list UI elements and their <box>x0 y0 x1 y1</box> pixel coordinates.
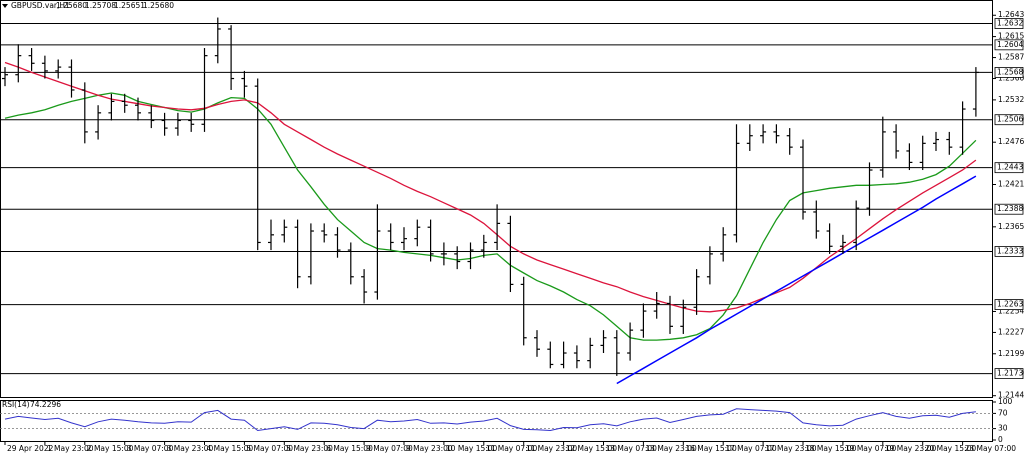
quote-high: 1.25708 <box>85 1 116 10</box>
x-tick-label: 19 May 23:00 <box>885 444 937 453</box>
x-tick-label: 5 May 07:00 <box>246 444 293 453</box>
x-tick-label: 18 May 15:00 <box>805 444 857 453</box>
y-tick-label: 1.25600 <box>998 74 1024 83</box>
level-label-box <box>994 114 1024 126</box>
x-tick-label: 11 May 07:00 <box>486 444 538 453</box>
x-tick-label: 10 May 15:00 <box>446 444 498 453</box>
symbol-title: GBPUSD.var,H1 <box>11 1 70 10</box>
level-label: 1.26042 <box>997 40 1024 49</box>
quote-open: 1.25680 <box>56 1 87 10</box>
x-tick-label: 13 May 07:00 <box>606 444 658 453</box>
y-tick-label: 1.22545 <box>998 306 1024 315</box>
indicator-line <box>4 61 977 313</box>
x-tick-label: 9 May 23:00 <box>406 444 453 453</box>
level-label: 1.21730 <box>997 369 1024 378</box>
y-tick-label: 1.24210 <box>998 180 1024 189</box>
x-tick-label: 11 May 23:00 <box>526 444 578 453</box>
y-tick-label: 1.26430 <box>998 10 1024 19</box>
main-pane-frame <box>0 0 993 398</box>
rsi-value: 74.2296 <box>30 400 61 409</box>
y-tick-label: 1.25320 <box>998 95 1024 104</box>
x-tick-label: 17 May 07:00 <box>725 444 777 453</box>
x-tick-label: 5 May 23:00 <box>286 444 333 453</box>
x-tick-label: 17 May 23:00 <box>765 444 817 453</box>
quote-close: 1.25680 <box>143 1 174 10</box>
y-tick-label: 1.26150 <box>998 32 1024 41</box>
level-label-box <box>994 162 1024 174</box>
x-tick-label: 29 Apr 2022 <box>7 444 54 453</box>
x-tick-label: 16 May 15:00 <box>685 444 737 453</box>
x-tick-label: 6 May 15:00 <box>326 444 373 453</box>
level-label-box <box>994 246 1024 257</box>
x-tick-label: 19 May 07:00 <box>845 444 897 453</box>
rsi-y-tick-label: 0 <box>998 435 1003 444</box>
rsi-y-tick-label: 70 <box>998 408 1008 417</box>
x-tick-label: 12 May 15:00 <box>566 444 618 453</box>
level-label: 1.22635 <box>997 300 1024 309</box>
y-tick-label: 1.21440 <box>998 391 1024 400</box>
level-label: 1.23886 <box>997 204 1024 213</box>
y-tick-label: 1.23655 <box>998 222 1024 231</box>
rsi-pane-frame <box>0 400 993 442</box>
x-tick-label: 20 May 15:00 <box>925 444 977 453</box>
level-label-box <box>994 203 1024 215</box>
x-tick-label: 23 May 07:00 <box>965 444 1017 453</box>
x-tick-label: 13 May 23:00 <box>645 444 697 453</box>
rsi-y-tick-label: 30 <box>998 424 1008 433</box>
level-label-box <box>994 67 1024 78</box>
y-tick-label: 1.22270 <box>998 327 1024 336</box>
rsi-line <box>4 408 976 432</box>
level-label-box <box>994 18 1024 29</box>
x-tick-label: 3 May 23:00 <box>167 444 214 453</box>
y-tick-label: 1.21990 <box>998 349 1024 358</box>
y-tick-label: 1.24765 <box>998 137 1024 146</box>
x-tick-label: 3 May 07:00 <box>127 444 174 453</box>
x-tick-label: 1 May 23:00 <box>47 444 94 453</box>
y-tick-label: 1.25875 <box>998 53 1024 62</box>
indicator-line <box>616 175 977 385</box>
level-label-box <box>994 299 1024 310</box>
collapse-icon[interactable] <box>2 4 8 8</box>
x-tick-label: 4 May 15:00 <box>207 444 254 453</box>
level-label: 1.25680 <box>997 67 1024 76</box>
level-label: 1.23332 <box>997 246 1024 255</box>
level-label-box <box>994 39 1024 51</box>
rsi-title: RSI(14) <box>2 400 30 409</box>
quote-low: 1.25651 <box>114 1 145 10</box>
rsi-y-tick-label: 100 <box>998 397 1013 406</box>
x-tick-label: 9 May 07:00 <box>366 444 413 453</box>
indicator-line <box>4 92 977 341</box>
level-label-box <box>994 368 1024 380</box>
x-tick-label: 2 May 15:00 <box>87 444 134 453</box>
level-label: 1.25060 <box>997 115 1024 124</box>
